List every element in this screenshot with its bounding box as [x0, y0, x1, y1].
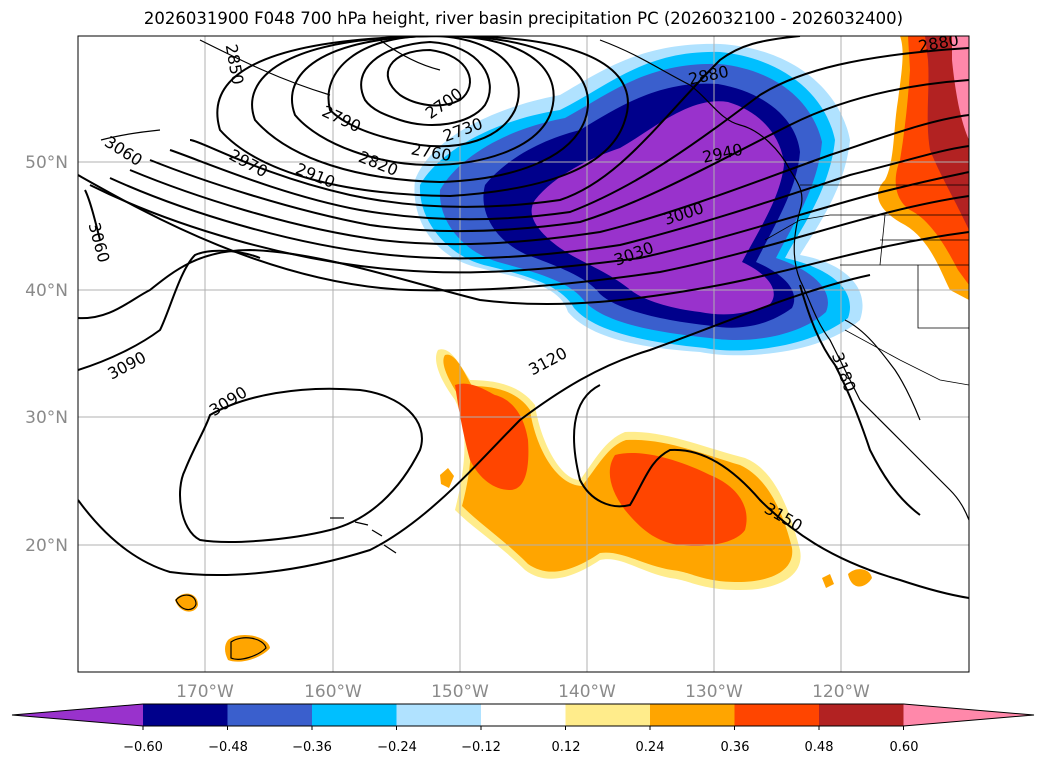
colorbar-label-048: 0.48 [805, 740, 834, 755]
contour-label-3090-center: 3090 [206, 382, 251, 420]
contour-label-3120: 3120 [525, 343, 570, 379]
lon-label-130w: 130°W [685, 682, 743, 702]
anomaly-fill-purple [531, 101, 784, 315]
anomaly-fill-ne-pink [952, 36, 969, 140]
colorbar-label-012: 0.12 [552, 740, 581, 755]
colorbar-segment [481, 704, 566, 726]
latitude-labels: 50°N 40°N 30°N 20°N [25, 153, 68, 556]
contour-label-2820: 2820 [356, 147, 401, 180]
contour-label-2790: 2790 [319, 102, 364, 136]
anomaly-fill-redorange-east [609, 452, 747, 547]
contour-label-3090-west: 3090 [104, 348, 149, 384]
colorbar-segment [312, 704, 397, 726]
colorbar-segment [227, 704, 313, 726]
positive-anomaly-subtropics [175, 349, 872, 662]
lat-label-30n: 30°N [25, 408, 68, 428]
colorbar-label-036: 0.36 [721, 740, 750, 755]
colorbar-segment [143, 704, 228, 726]
colorbar-label-m036: −0.36 [292, 740, 332, 755]
colorbar-segment [819, 704, 904, 726]
colorbar-extend-high [903, 704, 1034, 726]
contour-label-2700: 2700 [422, 84, 466, 123]
colorbar-segment [565, 704, 651, 726]
colorbar-extend-low [12, 704, 143, 726]
longitude-labels: 170°W 160°W 150°W 140°W 130°W 120°W [176, 682, 870, 702]
colorbar-label-024: 0.24 [636, 740, 665, 755]
contour-label-2850: 2850 [222, 43, 248, 86]
anomaly-fill-redorange-west [455, 383, 529, 490]
contour-label-3180: 3180 [828, 350, 860, 395]
political-boundaries [764, 184, 969, 386]
lon-label-160w: 160°W [304, 682, 362, 702]
anomaly-fill-small-e [822, 574, 834, 588]
positive-anomaly-northeast [877, 36, 969, 300]
lon-label-140w: 140°W [558, 682, 616, 702]
lon-label-150w: 150°W [431, 682, 489, 702]
contour-label-3060-west: 3060 [85, 220, 114, 264]
colorbar-segment [396, 704, 482, 726]
colorbar-label-m012: −0.12 [461, 740, 501, 755]
height-contours [78, 36, 969, 599]
colorbar-label-060: 0.60 [890, 740, 919, 755]
colorbar-tick-labels: −0.60 −0.48 −0.36 −0.24 −0.12 0.12 0.24 … [123, 740, 918, 755]
contour-label-2970: 2970 [226, 145, 271, 181]
colorbar-label-m024: −0.24 [377, 740, 417, 755]
map-plot-area: 2700 2730 2760 2790 2820 2850 2880 2880 … [78, 36, 969, 672]
anomaly-fill-small-a [440, 468, 454, 488]
colorbar [11, 703, 1035, 730]
lat-label-50n: 50°N [25, 153, 68, 173]
colorbar-label-m060: −0.60 [123, 740, 163, 755]
anomaly-fill-small-c [225, 634, 270, 662]
colorbar-segment [734, 704, 820, 726]
map-frame [77, 35, 970, 673]
lon-label-170w: 170°W [176, 682, 234, 702]
colorbar-segment [650, 704, 735, 726]
colorbar-label-m048: −0.48 [208, 740, 248, 755]
contour-label-3060-north: 3060 [101, 132, 146, 170]
lat-label-20n: 20°N [25, 536, 68, 556]
lat-label-40n: 40°N [25, 281, 68, 301]
coastlines [100, 39, 969, 660]
map-title: 2026031900 F048 700 hPa height, river ba… [143, 9, 904, 28]
anomaly-fill-small-d [848, 569, 872, 587]
lon-label-120w: 120°W [812, 682, 870, 702]
